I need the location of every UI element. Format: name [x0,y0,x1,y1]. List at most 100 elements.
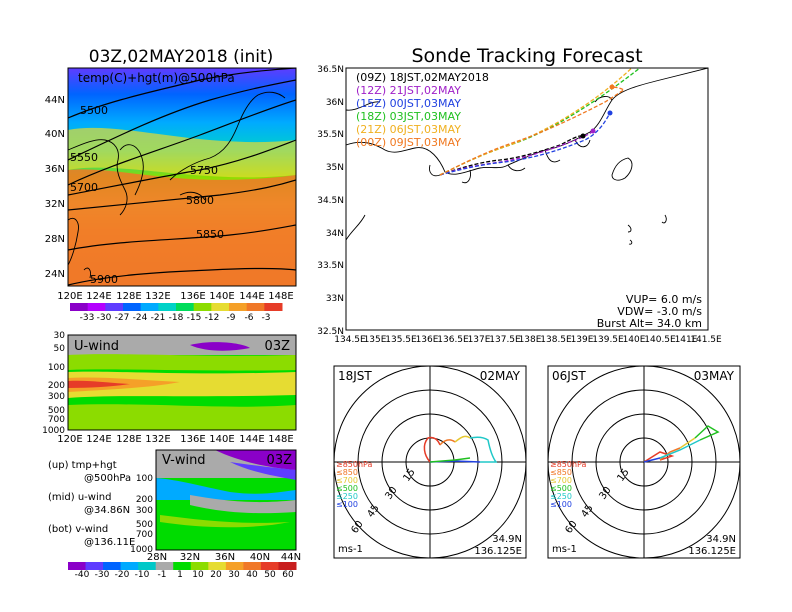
colorbar-swatch [243,562,262,570]
coastlines [68,91,286,279]
legend-bot-lon: @136.11E [84,537,135,548]
hodo-legend-item: ≤250 [336,492,358,501]
hodo-lat: 34.9N [492,534,522,545]
lat-label: 33N [326,294,344,304]
burst-altitude: Burst Alt= 34.0 km [597,317,702,330]
legend-mid-lat: @34.86N [84,505,130,516]
lat-label: 36N [326,98,344,108]
lat-label: 34N [326,229,344,239]
lat-label: 32N [45,199,65,210]
height-contours [68,68,296,286]
colorbar-swatch [211,303,230,311]
legend-bot: (bot) v-wind [48,524,108,535]
lon-label: 141E [675,335,698,345]
legend-entry-12z: (12Z) 21JST,02MAY [356,84,461,97]
hodo-legend-item: ≥850hPa [336,460,373,469]
map-title: 03Z,02MAY2018 (init) [89,47,274,67]
hodo-date: 03MAY [694,369,735,383]
hodo-time: 18JST [338,369,372,383]
track-15z [439,112,611,176]
map-lat-labels: 44N 40N 36N 32N 28N 24N [45,95,65,280]
hodograph-left: 15 30 45 60 18JST 02MAY ≥850hPa ≤850 ≤70… [333,365,527,559]
legend-entry-18z: (18Z) 03JST,03MAY [356,110,461,123]
vwind-pressure-labels: 100 200 300 500 700 1000 [130,474,153,555]
lon-label: 148E [268,434,293,445]
hodo-rings [547,365,741,559]
hodo-legend-item: ≤850 [336,468,358,477]
track-lat-labels: 36.5N 36N 35.5N 35N 34.5N 34N 33.5N 33N … [317,65,344,337]
lat-label: 33.5N [317,261,344,271]
lat-label: 35N [326,163,344,173]
contour-label: 5800 [186,194,214,207]
lon-label: 120E [57,291,82,302]
sonde-tracks [439,68,641,176]
lon-label: 136E [180,434,205,445]
lon-label: 134.5E [334,335,366,345]
colorbar-swatch [176,303,195,311]
track-lon-labels: 134.5E 135E 135.5E 136E 136.5E 137E 137.… [334,335,722,345]
lon-label: 144E [239,434,264,445]
hodo-legend-item: ≤850 [550,468,572,477]
lat-label: 44N [45,95,65,106]
lon-label: 141.5E [690,335,722,345]
wind-colorbar-labels: -40 -30 -20 -10 -1 1 10 20 30 40 50 60 [75,570,294,580]
colorbar-label: -21 [151,313,166,323]
lat-label: 36N [215,552,235,563]
legend-up-level: @500hPa [84,473,131,484]
lon-label: 132E [145,291,170,302]
contour-label: 5850 [196,228,224,241]
hodo-legend-item: ≥850hPa [550,460,587,469]
pressure-label: 1000 [42,426,65,436]
pressure-label: 100 [136,474,153,484]
colorbar-label: -40 [75,570,90,580]
hodo-legend-item: ≤250 [550,492,572,501]
lon-label: 124E [86,291,111,302]
lon-label: 139E [571,335,594,345]
colorbar-label: -30 [97,313,112,323]
hodo-lon: 136.125E [474,546,522,557]
lon-label: 135.5E [385,335,417,345]
uwind-time: 03Z [265,339,291,354]
colorbar-label: -33 [80,313,95,323]
lat-label: 40N [45,129,65,140]
hodo-legend-item: ≤100 [336,500,358,509]
colorbar-swatch [68,562,87,570]
track-00z [439,86,626,176]
colorbar-swatch [140,303,159,311]
legend-entry-21z: (21Z) 06JST,03MAY [356,123,461,136]
colorbar-swatch [190,562,209,570]
pressure-label: 1000 [130,545,153,555]
colorbar-swatch [70,303,89,311]
pressure-label: 300 [48,392,65,402]
colorbar-label: 60 [282,570,294,580]
temp-height-map: 03Z,02MAY2018 (init) [45,47,297,323]
lon-label: 138E [519,335,542,345]
pressure-label: 200 [48,381,65,391]
lon-label: 132E [145,434,170,445]
colorbar-label: -1 [158,570,167,580]
lon-label: 140.5E [644,335,676,345]
hodo-legend-item: ≤700 [336,476,358,485]
colorbar-label: -15 [187,313,202,323]
lat-label: 40N [250,552,270,563]
colorbar-swatch [264,303,283,311]
hodo-lat: 34.9N [706,534,736,545]
legend-entry-00z: (00Z) 09JST,03MAY [356,136,461,149]
colorbar-swatch [278,562,297,570]
lat-label: 28N [45,234,65,245]
lon-label: 137.5E [489,335,521,345]
vwind-section: V-wind 03Z 100 200 300 500 700 1000 28N … [130,449,301,563]
panel-legend-text: (up) tmp+hgt @500hPa (mid) u-wind @34.86… [48,460,135,548]
lon-label: 138.5E [540,335,572,345]
hodograph-right: 15 30 45 60 06JST 03MAY ≥850hPa ≤850 ≤70… [547,365,741,559]
lat-label: 32N [180,552,200,563]
hodo-legend-item: ≤500 [336,484,358,493]
pressure-label: 700 [136,530,153,540]
vwind-lat-labels: 28N 32N 36N 40N 44N [147,552,301,563]
legend-mid: (mid) u-wind [48,492,111,503]
colorbar-swatch [155,562,174,570]
hodo-unit: ms-1 [338,544,363,555]
colorbar-swatch [123,303,142,311]
colorbar-label: -9 [227,313,236,323]
contour-labels: 5500 5550 5700 5750 5800 5850 5900 [70,104,224,286]
